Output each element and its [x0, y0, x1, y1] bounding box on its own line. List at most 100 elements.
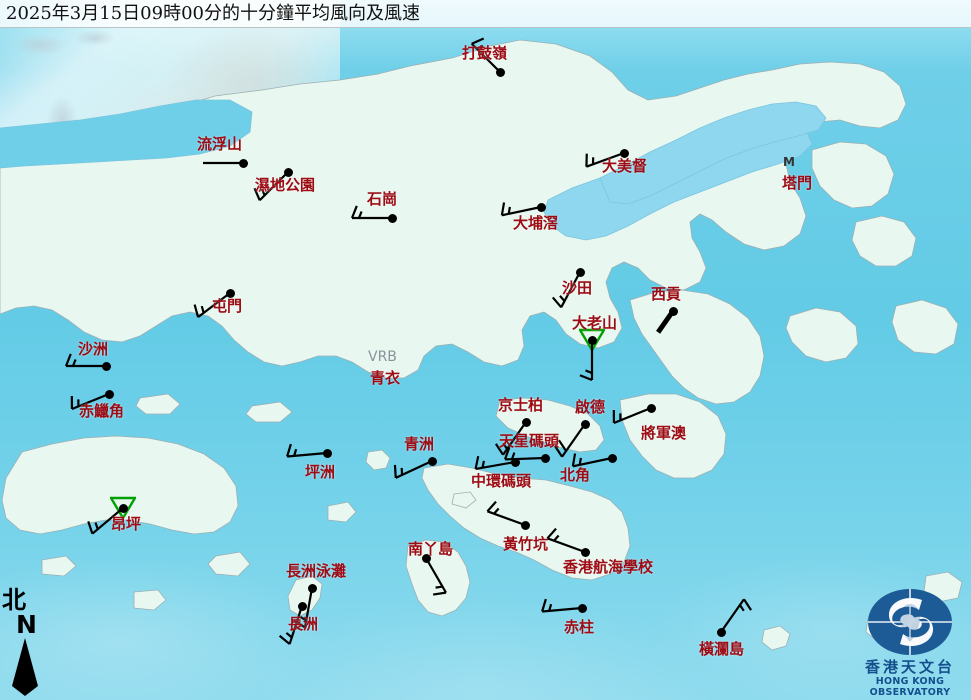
- wind-barb-shaft: [547, 537, 586, 554]
- wind-barb-half-feather: [559, 295, 566, 302]
- wind-barb-full-feather: [743, 598, 753, 611]
- wind-barb-full-feather: [500, 202, 506, 216]
- wind-barb-half-feather: [200, 305, 205, 314]
- station-dot: [297, 601, 307, 611]
- station-dot: [540, 453, 550, 463]
- landmass-islet-s-2: [207, 551, 251, 577]
- station-dot: [619, 148, 629, 158]
- wind-barb: [193, 292, 231, 318]
- landmass-peng-chau: [365, 449, 391, 471]
- hko-name-en: HONG KONG OBSERVATORY: [869, 676, 951, 698]
- wind-barb: [87, 507, 124, 535]
- wind-barb-shaft: [91, 507, 124, 535]
- wind-barb: [474, 455, 516, 471]
- station-dot: [101, 361, 111, 371]
- landmass-ninepin: [785, 307, 859, 363]
- landmass-islet-sw: [41, 555, 77, 577]
- station-dot: [646, 403, 656, 413]
- wind-barb-shaft: [287, 451, 328, 458]
- wind-barb-shaft: [288, 605, 304, 645]
- landmass-islet-mid: [451, 491, 477, 509]
- wind-barb-full-feather: [278, 634, 291, 645]
- wind-barb-half-feather: [507, 206, 511, 215]
- wind-barb-shaft: [502, 421, 527, 456]
- station-dot: [307, 583, 317, 593]
- wind-barb: [64, 353, 106, 368]
- wind-barb-shaft: [586, 151, 625, 168]
- wind-barb: [585, 151, 625, 168]
- station-label: 中環碼頭: [471, 472, 532, 490]
- station-dot: [716, 627, 726, 637]
- station-dot: [580, 419, 590, 429]
- wind-barb: [253, 171, 289, 202]
- wind-barb-half-feather: [299, 615, 307, 622]
- station-label: 屯門: [212, 297, 243, 315]
- station-label: 香港航海學校: [563, 558, 654, 576]
- station-dot: [421, 553, 431, 563]
- landmass-new-territories: [0, 39, 907, 379]
- station-dot: [322, 448, 332, 458]
- wind-barb-full-feather: [87, 521, 94, 535]
- wind-barb-half-feather: [260, 188, 266, 196]
- station-dot: [104, 389, 114, 399]
- wind-barb-full-feather: [503, 446, 511, 460]
- wind-barb-full-feather: [551, 296, 563, 309]
- wind-barb-shaft: [425, 557, 447, 594]
- station-dot: [238, 158, 248, 168]
- wind-barb-half-feather: [502, 442, 508, 450]
- station-label: 長洲泳灘: [286, 562, 347, 580]
- landmass-lantau-island: [1, 435, 239, 535]
- wind-barb-full-feather: [350, 205, 358, 219]
- wind-barb-shaft: [561, 423, 586, 458]
- station-dot: [580, 547, 590, 557]
- station-label: 黃竹坑: [503, 535, 549, 553]
- title-bar: 2025年3月15日09時00分的十分鐘平均風向及風速: [0, 0, 971, 28]
- wind-barb-half-feather: [285, 632, 293, 639]
- wind-barb-full-feather: [471, 37, 485, 45]
- wind-barb: [350, 205, 392, 220]
- wind-barb-full-feather: [253, 187, 261, 201]
- station-dot: [575, 267, 585, 277]
- gale-warning-triangle-icon: [579, 328, 605, 352]
- landmass-islet-s-1: [327, 501, 357, 523]
- station-label: 昂坪: [111, 515, 142, 533]
- wind-barb-full-feather: [546, 527, 557, 540]
- wind-barb-full-feather: [432, 591, 447, 596]
- landmass-islet-east-1: [761, 625, 791, 651]
- wind-barb-shaft: [475, 460, 516, 471]
- wind-barb-half-feather: [71, 359, 77, 367]
- wind-barb-full-feather: [486, 500, 497, 513]
- station-label: 赤柱: [564, 618, 595, 636]
- station-dot: [427, 456, 437, 466]
- wind-barb: [612, 406, 652, 425]
- landmass-island-ne: [891, 299, 959, 355]
- station-label: 濕地公園: [255, 176, 316, 194]
- landmass-tseung-kwan-o: [619, 393, 727, 479]
- wind-barb-full-feather: [557, 439, 567, 452]
- station-dot: [387, 213, 397, 223]
- wind-barb-shaft: [560, 271, 581, 308]
- station-dot: [536, 202, 546, 212]
- station-label: 沙洲: [78, 340, 109, 358]
- station-dot: [520, 520, 530, 530]
- wind-barb: [486, 500, 526, 527]
- wind-barb: [571, 453, 613, 468]
- station-dot: [607, 453, 617, 463]
- wind-barb-half-feather: [578, 457, 582, 466]
- inner-water-deep-bay: [0, 99, 253, 169]
- wind-barb: [70, 392, 110, 411]
- station-dot: [587, 335, 597, 345]
- wind-barb-shaft: [501, 205, 542, 217]
- wind-barb-full-feather: [393, 464, 397, 478]
- station-label: 長洲: [288, 615, 319, 633]
- station-dot: [225, 288, 235, 298]
- station-label: 赤鱲角: [79, 402, 125, 420]
- wind-barb: [541, 598, 583, 613]
- station-label: 青衣: [370, 369, 401, 387]
- wind-barb: [278, 605, 304, 645]
- wind-barb: [720, 598, 753, 633]
- station-label: 將軍澳: [641, 424, 687, 442]
- wind-barb-full-feather: [571, 453, 577, 467]
- wind-barb-shaft: [71, 392, 110, 411]
